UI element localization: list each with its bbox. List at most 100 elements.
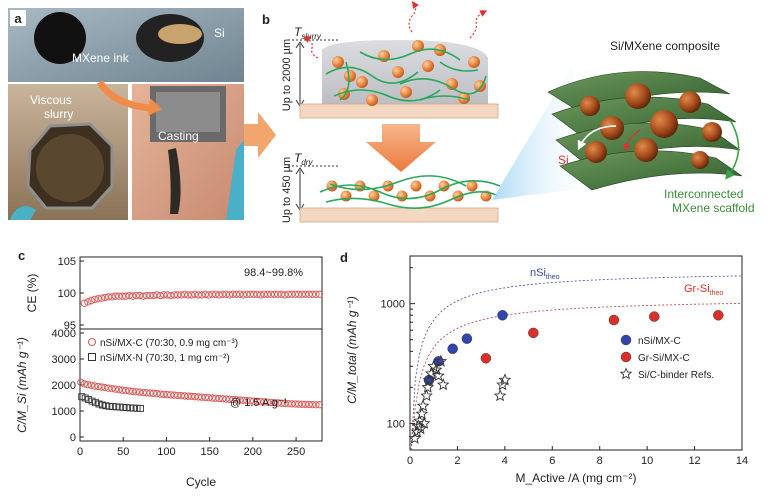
ce-point [167, 291, 175, 300]
legend-label: Si/C-binder Refs. [638, 370, 714, 381]
ce-point [122, 292, 130, 300]
capacity-point-mxc [305, 400, 313, 409]
ce-point [163, 291, 171, 299]
nsi-theory-curve [410, 275, 743, 451]
label-viscous-slurry: Viscous slurry [30, 93, 73, 121]
capacity-point-mxc [208, 394, 216, 402]
c-top-annotation: 98.4~99.8% [244, 267, 303, 279]
ref-star-point [496, 378, 509, 391]
mxene-flake [329, 175, 467, 191]
d-axes: 0 2 4 6 8 10 12 14 100 1000 [381, 267, 748, 467]
capacity-point-mxc [232, 396, 241, 404]
si-label-3d: Si [558, 153, 569, 167]
ce-point [129, 292, 137, 300]
label-viscous-slurry-line: Viscous [30, 93, 72, 107]
ce-point [229, 290, 237, 298]
ce-point [156, 291, 165, 300]
capacity-point-mxc [180, 392, 189, 400]
capacity-point-mxc [298, 400, 306, 408]
ref-star-point [424, 367, 438, 380]
capacity-point-mxc [174, 391, 182, 400]
capacity-point-mxc [132, 388, 140, 396]
ref-star-point [415, 407, 429, 420]
capacity-point-mxc [291, 400, 299, 408]
si-particle [356, 76, 368, 88]
ce-point [97, 294, 106, 302]
glove [10, 206, 36, 220]
ce-point [80, 299, 88, 307]
capacity-point-mxc [184, 392, 192, 400]
ce-point [222, 290, 230, 298]
mxene-flake [339, 61, 350, 101]
ce-point [225, 291, 234, 299]
capacity-point-mxc [84, 381, 92, 389]
scaffold-label-line1: Interconnected [664, 187, 743, 201]
c-bottom-annotation: @ 1.5 A g⁻¹ [230, 397, 288, 409]
ce-point [201, 290, 209, 298]
label-si: Si [214, 26, 225, 40]
ce-point [153, 291, 161, 299]
ce-point [125, 291, 133, 300]
ce-point [270, 290, 279, 298]
y-tick-label: 4000 [52, 328, 76, 340]
si-particle [332, 56, 344, 68]
capacity-point-mxc [104, 384, 113, 392]
ce-point [139, 292, 147, 300]
ce-point [118, 292, 127, 300]
capacity-point-mxn [123, 404, 131, 412]
si-particle [466, 180, 478, 192]
legend-dot [620, 351, 632, 363]
ce-point [312, 290, 320, 298]
ce-point [260, 290, 268, 298]
x-tick-label: 14 [736, 455, 748, 467]
si-particle [344, 70, 356, 82]
ref-star-point [422, 373, 436, 386]
nsi-mxc-point [461, 333, 473, 344]
ce-point [212, 290, 220, 298]
si-particle [392, 66, 404, 78]
x-tick-label: 6 [549, 455, 555, 467]
capacity-point-mxc [215, 394, 223, 403]
capacity-point-mxn [112, 403, 120, 411]
nsi-theory-label-sub: theo [546, 274, 560, 281]
scaffold-label-line2: MXene scaffold [672, 201, 755, 215]
si-pointer-white [577, 125, 617, 151]
capacity-point-mxc [201, 393, 209, 402]
x-tick-label: 50 [117, 446, 129, 458]
capacity-point-mxc [236, 396, 244, 404]
capacity-point-mxc [295, 400, 303, 408]
ce-point [277, 290, 286, 298]
grsi-mxc-point [713, 310, 724, 321]
c-bottom-marks [77, 378, 324, 412]
x-tick-label: 10 [641, 455, 653, 467]
mxene-flake [325, 191, 499, 209]
slurry-dome [322, 40, 488, 104]
capacity-point-mxc [149, 389, 158, 397]
legend-label: Gr-Si/MX-C [638, 353, 690, 364]
si-particle [412, 40, 424, 52]
panel-a-letter-bg [10, 10, 26, 26]
flow-arrow-head [148, 98, 162, 116]
ce-point [142, 291, 151, 300]
capacity-point-mxc [225, 395, 234, 403]
grsi-mxc-point [528, 327, 539, 339]
c-top-ylabel: CE (%) [25, 274, 39, 313]
capacity-point-mxn [95, 400, 103, 408]
ref-star-point [434, 354, 448, 367]
capacity-point-mxc [315, 401, 324, 409]
capacity-point-mxc [118, 386, 127, 394]
ce-point [108, 293, 116, 301]
ce-point [91, 295, 99, 304]
x-tick-label: 150 [200, 446, 218, 458]
evaporation-arrow-3 [302, 36, 319, 59]
ref-star-point [421, 380, 435, 393]
ce-point [198, 291, 206, 299]
y-tick-label: 1000 [381, 299, 405, 311]
ce-point [101, 293, 109, 302]
capacity-point-mxn [99, 401, 106, 409]
ink-dish [34, 12, 86, 64]
capacity-point-mxn [105, 402, 113, 410]
ce-point [298, 290, 306, 298]
d-frame [409, 255, 743, 451]
mxene-flake [319, 180, 501, 200]
